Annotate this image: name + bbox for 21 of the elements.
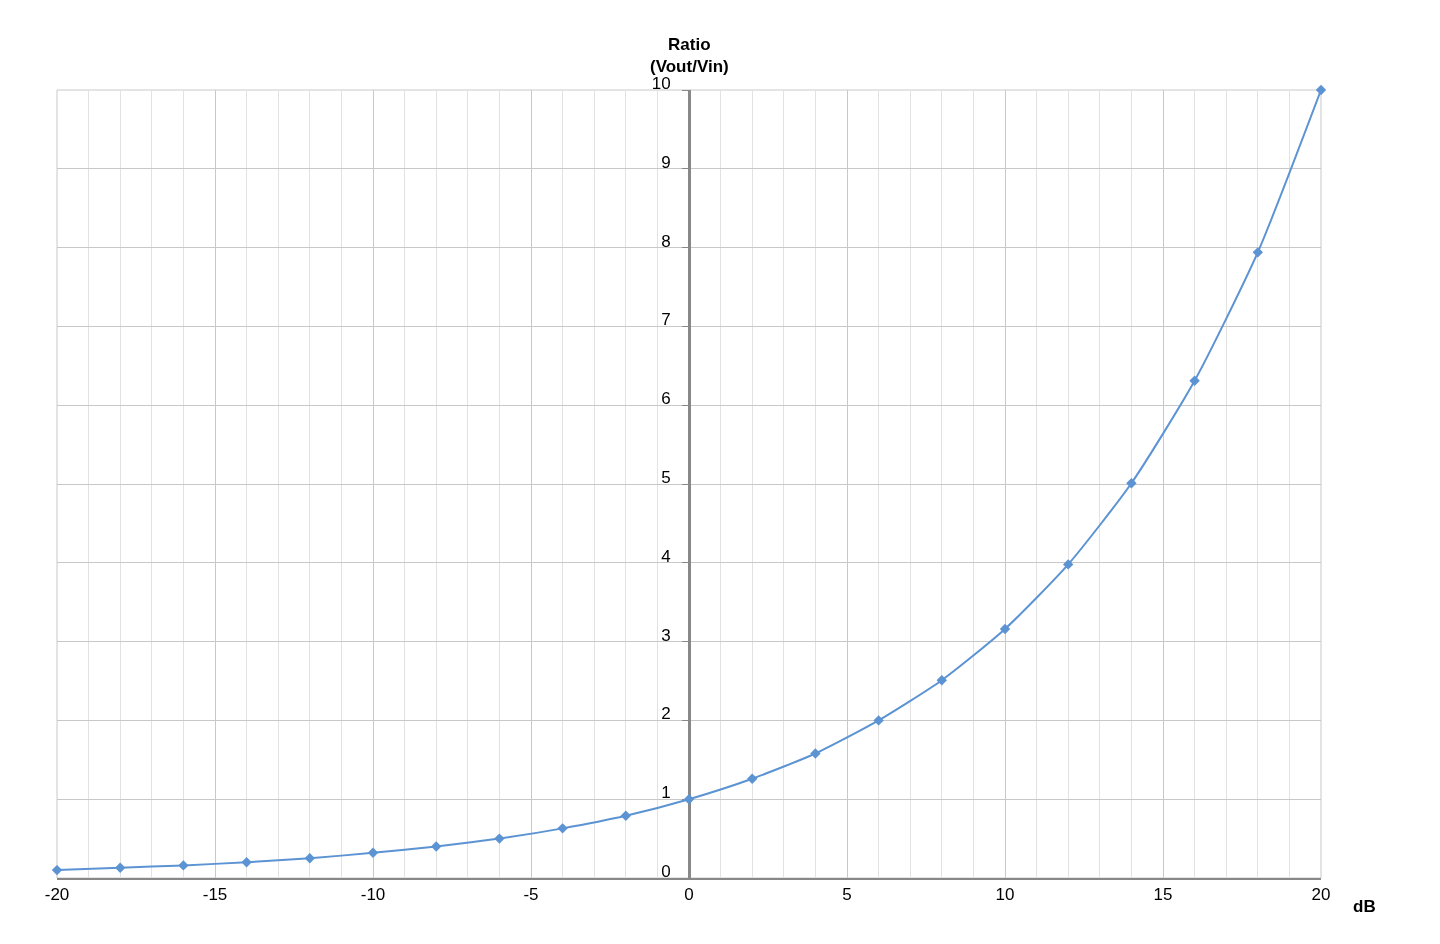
y-tick-label: 3 [661,625,671,645]
x-tick-label: -15 [202,885,228,905]
x-tick-label: 20 [1311,885,1331,905]
x-tick-label: 10 [995,885,1015,905]
x-axis-title: dB [1353,897,1376,916]
y-tick-label: 2 [661,704,671,724]
y-tick-label: 8 [661,231,671,251]
y-tick-label: 9 [661,152,671,172]
y-tick-label: 7 [661,310,671,330]
x-tick-label: 15 [1153,885,1173,905]
y-tick-label: 5 [661,467,671,487]
y-tick-label: 6 [661,389,671,409]
y-tick-label: 0 [661,861,671,881]
x-tick-label: 5 [842,885,852,905]
x-tick-label: -5 [523,885,539,905]
x-tick-label: -10 [360,885,386,905]
x-tick-label: 0 [684,885,694,905]
y-tick-label: 1 [661,783,671,803]
x-tick-label: -20 [44,885,70,905]
y-axis-title: Ratio (Vout/Vin) [650,35,729,77]
y-tick-label: 4 [661,546,671,566]
